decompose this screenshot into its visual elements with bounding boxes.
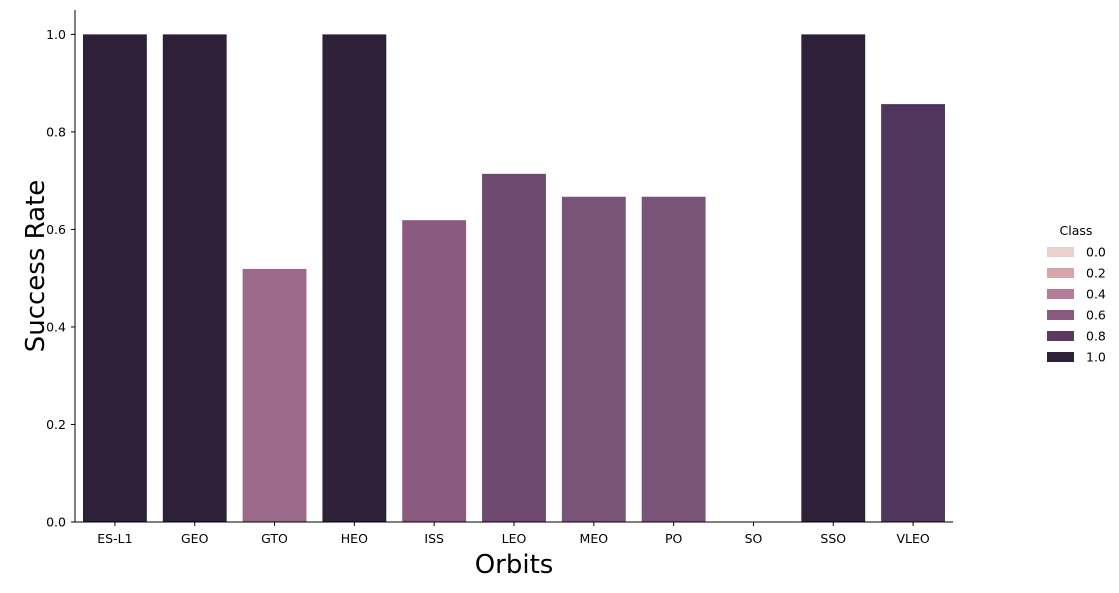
x-tick-label: MEO <box>580 531 609 546</box>
bar-sso <box>801 34 866 522</box>
x-tick-label: GTO <box>261 531 288 546</box>
legend-swatch <box>1047 268 1074 278</box>
x-tick-label: ISS <box>424 531 444 546</box>
x-tick-label: ES-L1 <box>97 531 132 546</box>
x-ticks: ES-L1 GEO GTO HEO ISS LEO MEO PO SO SSO VLEO <box>97 522 930 546</box>
x-axis-title: Orbits <box>475 550 554 580</box>
bar-geo <box>162 34 227 522</box>
legend-swatch <box>1047 352 1074 362</box>
x-tick-label: GEO <box>181 531 209 546</box>
y-ticks: 0.0 0.2 0.4 0.6 0.8 1.0 <box>46 27 75 530</box>
legend-swatch <box>1047 247 1074 257</box>
y-tick-label: 0.8 <box>46 124 66 139</box>
legend-swatch <box>1047 331 1074 341</box>
legend-label: 0.6 <box>1086 308 1106 323</box>
legend-label: 0.2 <box>1086 266 1106 281</box>
y-tick-label: 0.0 <box>46 515 66 530</box>
legend-items: 0.0 0.2 0.4 0.6 0.8 1.0 <box>1047 245 1106 365</box>
legend-title: Class <box>1060 223 1093 238</box>
y-axis-title: Success Rate <box>21 180 51 353</box>
legend-label: 1.0 <box>1086 350 1106 365</box>
legend-label: 0.0 <box>1086 245 1106 260</box>
bar-iss <box>402 220 467 522</box>
legend: Class 0.0 0.2 0.4 0.6 0.8 1.0 <box>1047 223 1106 365</box>
legend-swatch <box>1047 289 1074 299</box>
y-tick-label: 0.4 <box>46 319 66 334</box>
bar-heo <box>322 34 387 522</box>
legend-label: 0.8 <box>1086 329 1106 344</box>
y-tick-label: 1.0 <box>46 27 66 42</box>
bar-leo <box>482 173 546 522</box>
x-tick-label: HEO <box>341 531 368 546</box>
bar-gto <box>242 268 307 522</box>
bar-meo <box>561 196 626 522</box>
x-tick-label: LEO <box>502 531 527 546</box>
x-tick-label: SSO <box>820 531 846 546</box>
bar-vleo <box>881 104 946 522</box>
legend-label: 0.4 <box>1086 287 1106 302</box>
y-tick-label: 0.2 <box>46 417 66 432</box>
bar-po <box>641 196 706 522</box>
bars-layer <box>82 34 946 522</box>
y-tick-label: 0.6 <box>46 222 66 237</box>
x-tick-label: PO <box>665 531 683 546</box>
legend-swatch <box>1047 310 1074 320</box>
x-tick-label: VLEO <box>896 531 929 546</box>
x-tick-label: SO <box>745 531 763 546</box>
bar-es-l1 <box>82 34 147 522</box>
